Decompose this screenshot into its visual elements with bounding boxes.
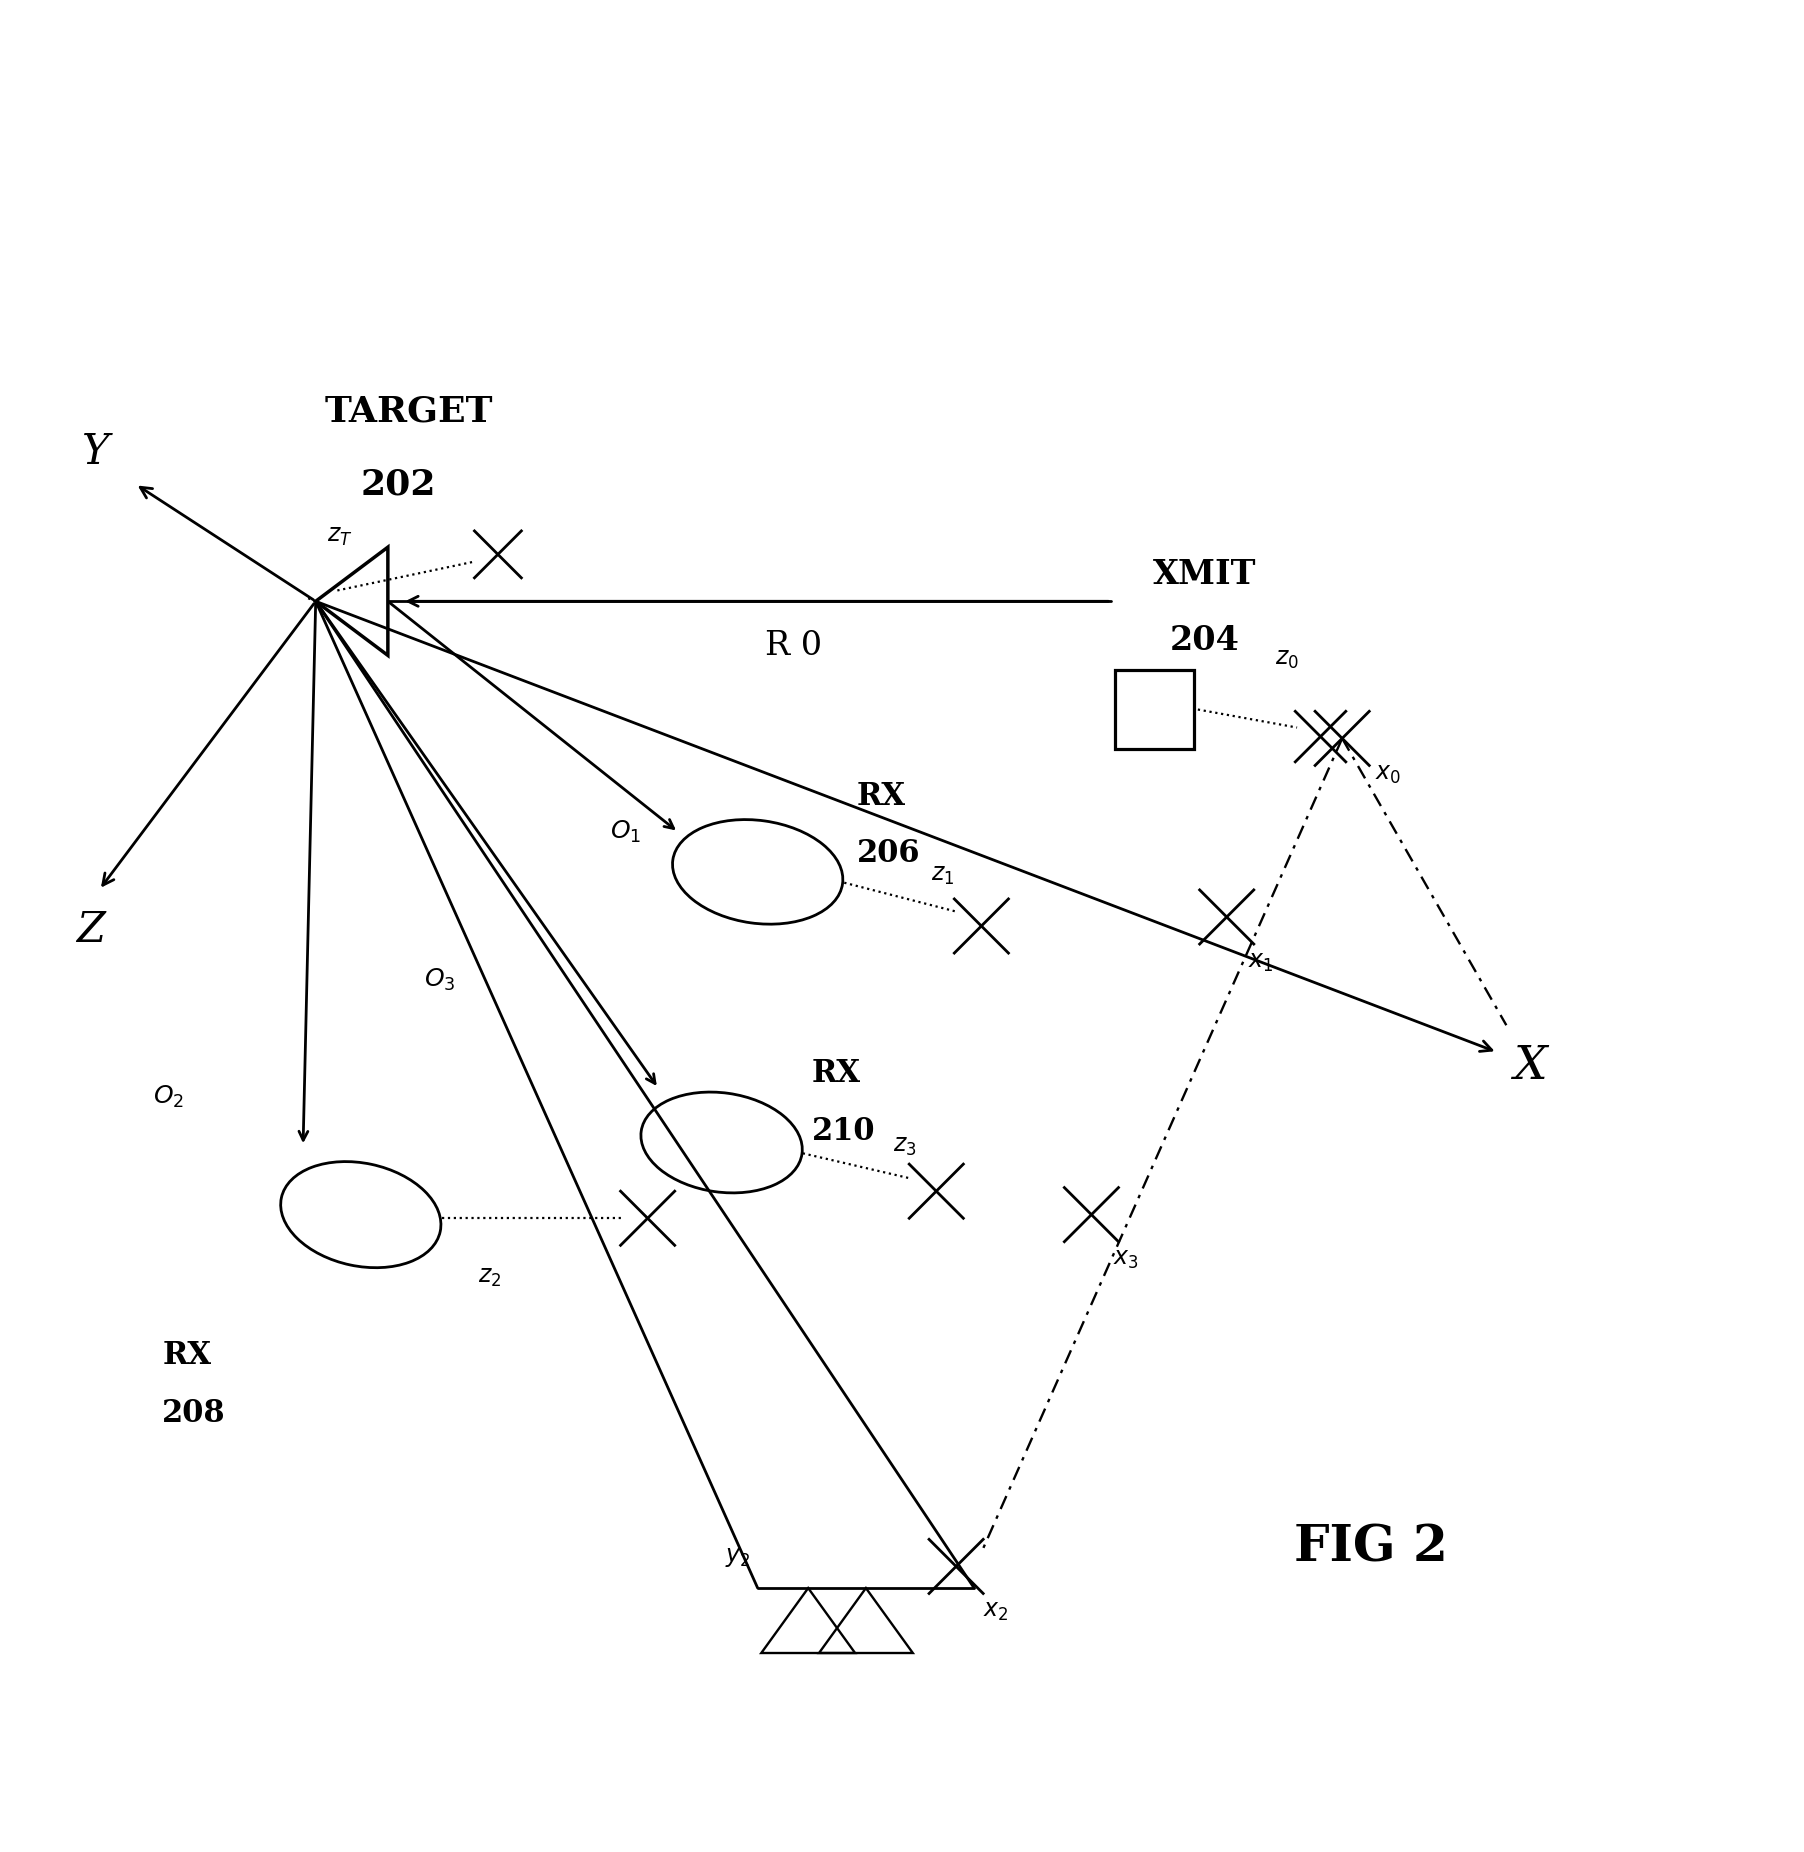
- Text: $O_1$: $O_1$: [610, 819, 640, 845]
- Text: $z_0$: $z_0$: [1275, 648, 1299, 670]
- Text: $O_3$: $O_3$: [424, 967, 455, 993]
- Bar: [1115, 670, 1194, 750]
- Text: 202: 202: [361, 467, 437, 502]
- Text: TARGET: TARGET: [325, 394, 492, 430]
- Text: $z_3$: $z_3$: [893, 1135, 916, 1158]
- Text: $z_2$: $z_2$: [478, 1267, 502, 1289]
- Text: Z: Z: [76, 909, 105, 950]
- Text: RX: RX: [812, 1059, 861, 1089]
- Text: RX: RX: [857, 780, 906, 811]
- Text: $z_T$: $z_T$: [327, 524, 352, 548]
- Text: 206: 206: [857, 839, 920, 869]
- Text: 204: 204: [1171, 624, 1239, 657]
- Text: $x_2$: $x_2$: [983, 1600, 1008, 1622]
- Text: $z_1$: $z_1$: [931, 865, 954, 887]
- Text: $x_3$: $x_3$: [1113, 1248, 1138, 1270]
- Text: $y_2$: $y_2$: [725, 1546, 750, 1569]
- Text: RX: RX: [162, 1339, 211, 1370]
- Text: R 0: R 0: [765, 630, 823, 663]
- Text: X: X: [1514, 1045, 1546, 1089]
- Text: 208: 208: [162, 1398, 226, 1428]
- Text: 210: 210: [812, 1117, 875, 1146]
- Text: $O_2$: $O_2$: [153, 1083, 184, 1111]
- Text: $x_0$: $x_0$: [1375, 763, 1400, 785]
- Text: Y: Y: [81, 430, 110, 472]
- Text: FIG 2: FIG 2: [1293, 1524, 1449, 1572]
- Text: $x_1$: $x_1$: [1248, 950, 1274, 974]
- Text: XMIT: XMIT: [1153, 557, 1257, 591]
